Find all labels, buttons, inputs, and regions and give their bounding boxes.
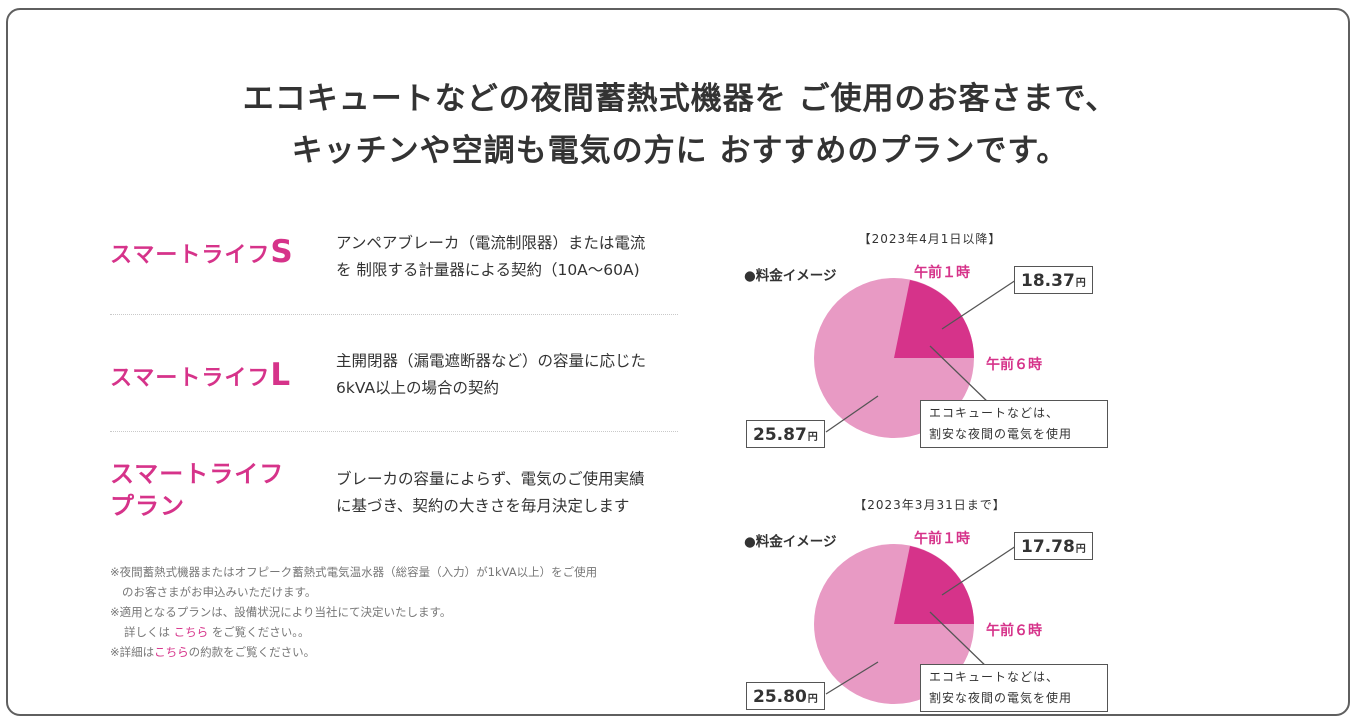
- day-price-box: 25.87円: [746, 420, 825, 448]
- leader-line: [941, 279, 1017, 330]
- note-1: ※夜間蓄熱式機器またはオフピーク蓄熱式電気温水器（総容量（入力）が1kVA以上）…: [110, 565, 598, 599]
- content-frame: [6, 8, 1350, 716]
- eco-note-box: エコキュートなどは、 割安な夜間の電気を使用: [920, 664, 1108, 712]
- date-label: 【2023年3月31日まで】: [854, 498, 1006, 512]
- note-2: ※適用となるプランは、設備状況により当社にて決定いたします。 詳しくは こちら …: [110, 605, 452, 639]
- plan-name-smartlife-s: スマートライフS: [110, 234, 294, 270]
- leader-line: [929, 611, 993, 673]
- pie-slice-night: [894, 280, 974, 358]
- pie-chart: [814, 278, 1017, 438]
- leader-line: [825, 661, 879, 695]
- eco-note-box: エコキュートなどは、 割安な夜間の電気を使用: [920, 400, 1108, 448]
- day-price-box: 25.80円: [746, 682, 825, 710]
- plan-name-smartlife-l: スマートライフL: [110, 357, 292, 393]
- note-3: ※詳細はこちらの約款をご覧ください。: [110, 645, 316, 659]
- plan-desc-smartlife-plan: ブレーカの容量によらず、電気のご使用実績 に基づき、契約の大きさを毎月決定します: [336, 470, 645, 515]
- divider: [110, 314, 678, 315]
- night-price-box: 18.37円: [1014, 266, 1093, 294]
- leader-line: [825, 395, 879, 433]
- plan-name-smartlife-plan: スマートライフ プラン: [110, 460, 285, 520]
- night-price-box: 17.78円: [1014, 532, 1093, 560]
- am6-label: 午前６時: [986, 623, 1042, 639]
- am6-label: 午前６時: [986, 357, 1042, 373]
- pie-slice-night: [894, 546, 974, 624]
- terms-link[interactable]: こちら: [154, 645, 189, 659]
- price-image-chart-2023-april: 【2023年4月1日以降】 ●料金イメージ 午前１時 午前６時 18.37円 2…: [730, 228, 1130, 458]
- date-label: 【2023年4月1日以降】: [858, 232, 1002, 246]
- leader-line: [941, 545, 1017, 596]
- plan-desc-smartlife-l: 主開閉器（漏電遮断器など）の容量に応じた 6kVA以上の場合の契約: [336, 352, 647, 397]
- price-image-label: ●料金イメージ: [744, 268, 837, 284]
- plan-desc-smartlife-s: アンペアブレーカ（電流制限器）または電流 を 制限する計量器による契約（10A～…: [336, 234, 646, 279]
- notes: ※夜間蓄熱式機器またはオフピーク蓄熱式電気温水器（総容量（入力）が1kVA以上）…: [110, 562, 690, 662]
- divider: [110, 431, 678, 432]
- headline-line-2: キッチンや空調も電気の方に おすすめのプランです。: [291, 133, 1069, 169]
- headline-line-1: エコキュートなどの夜間蓄熱式機器を ご使用のお客さまで、: [242, 81, 1118, 117]
- price-image-chart-2023-march: 【2023年3月31日まで】 ●料金イメージ 午前１時 午前６時 17.78円 …: [730, 494, 1130, 724]
- am1-label: 午前１時: [914, 265, 970, 281]
- leader-line: [929, 345, 993, 407]
- price-image-label: ●料金イメージ: [744, 534, 837, 550]
- am1-label: 午前１時: [914, 531, 970, 547]
- details-link[interactable]: こちら: [173, 625, 209, 639]
